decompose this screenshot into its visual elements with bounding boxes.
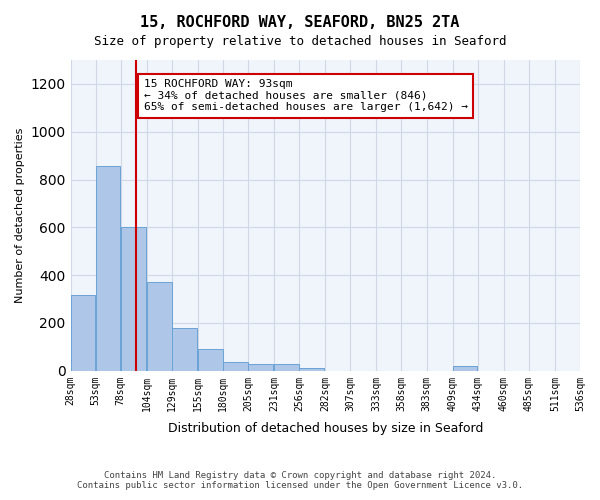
Text: Size of property relative to detached houses in Seaford: Size of property relative to detached ho… — [94, 35, 506, 48]
Y-axis label: Number of detached properties: Number of detached properties — [15, 128, 25, 303]
Bar — [71, 296, 95, 371]
Bar — [198, 350, 223, 371]
X-axis label: Distribution of detached houses by size in Seaford: Distribution of detached houses by size … — [167, 422, 483, 435]
Bar — [121, 228, 146, 371]
Bar — [248, 364, 273, 371]
Bar — [223, 362, 248, 371]
Bar — [274, 364, 299, 371]
Text: Contains HM Land Registry data © Crown copyright and database right 2024.
Contai: Contains HM Land Registry data © Crown c… — [77, 470, 523, 490]
Bar — [453, 366, 478, 371]
Bar — [299, 368, 324, 371]
Text: 15 ROCHFORD WAY: 93sqm
← 34% of detached houses are smaller (846)
65% of semi-de: 15 ROCHFORD WAY: 93sqm ← 34% of detached… — [144, 80, 468, 112]
Bar — [96, 166, 121, 371]
Text: 15, ROCHFORD WAY, SEAFORD, BN25 2TA: 15, ROCHFORD WAY, SEAFORD, BN25 2TA — [140, 15, 460, 30]
Bar — [147, 282, 172, 371]
Bar — [172, 328, 197, 371]
